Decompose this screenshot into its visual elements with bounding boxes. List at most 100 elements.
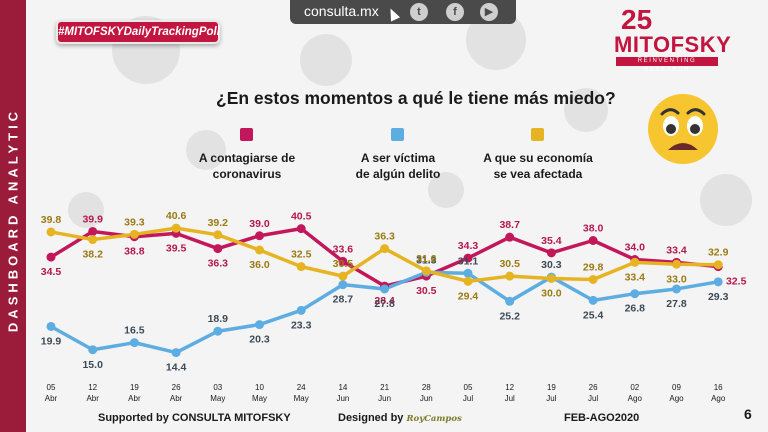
data-point bbox=[463, 276, 473, 286]
data-point bbox=[588, 236, 598, 245]
x-tick-month: Jul bbox=[546, 394, 556, 403]
data-point bbox=[46, 252, 56, 262]
data-point bbox=[129, 229, 139, 239]
footer-supported: Supported by CONSULTA MITOFSKY bbox=[98, 412, 291, 424]
x-tick-month: Jul bbox=[588, 394, 598, 403]
x-tick-month: Jul bbox=[505, 394, 515, 403]
data-label: 23.3 bbox=[291, 319, 312, 331]
data-point bbox=[213, 326, 223, 336]
x-tick-month: Jun bbox=[420, 394, 433, 403]
data-point bbox=[338, 280, 348, 290]
x-tick-day: 16 bbox=[714, 383, 723, 392]
data-point bbox=[421, 266, 431, 276]
data-label: 32.9 bbox=[708, 247, 729, 259]
sidebar: DASHBOARD ANALYTIC bbox=[0, 0, 26, 432]
twitter-icon[interactable]: t bbox=[410, 3, 428, 21]
data-point bbox=[88, 345, 98, 355]
facebook-icon[interactable]: f bbox=[446, 3, 464, 21]
legend-label-delito: A ser víctima de algún delito bbox=[355, 151, 441, 181]
x-tick-day: 19 bbox=[130, 383, 139, 392]
x-tick-month: May bbox=[210, 394, 225, 403]
youtube-icon[interactable]: ▶ bbox=[480, 3, 498, 21]
data-point bbox=[255, 231, 264, 241]
data-label: 29.8 bbox=[583, 261, 604, 273]
data-label: 29.3 bbox=[708, 291, 729, 303]
data-label: 33.0 bbox=[666, 273, 687, 285]
data-label: 39.2 bbox=[208, 217, 229, 229]
data-label: 38.8 bbox=[124, 246, 145, 258]
x-tick-day: 14 bbox=[338, 383, 347, 392]
data-point bbox=[588, 295, 598, 305]
data-label: 39.3 bbox=[124, 216, 145, 228]
data-label: 34.3 bbox=[458, 240, 479, 252]
data-label: 28.7 bbox=[333, 294, 354, 306]
data-point bbox=[213, 230, 223, 240]
data-point bbox=[713, 260, 723, 270]
logo-number: 25 bbox=[621, 4, 653, 35]
page-number: 6 bbox=[744, 406, 752, 422]
data-point bbox=[255, 245, 264, 255]
legend-swatch-economia bbox=[531, 128, 544, 141]
data-point bbox=[588, 274, 598, 284]
data-label: 14.4 bbox=[166, 362, 187, 374]
designer-signature: RoyCampos bbox=[406, 414, 462, 424]
data-label: 30.3 bbox=[541, 259, 562, 271]
data-label: 25.4 bbox=[583, 309, 604, 321]
data-label: 15.0 bbox=[82, 359, 103, 371]
data-label: 30.5 bbox=[416, 285, 437, 297]
x-tick-day: 21 bbox=[380, 383, 389, 392]
data-label: 33.6 bbox=[333, 243, 354, 255]
data-label: 32.5 bbox=[726, 276, 747, 288]
x-tick-month: Jun bbox=[336, 394, 349, 403]
data-label: 16.5 bbox=[124, 325, 145, 337]
data-point bbox=[546, 248, 556, 258]
data-label: 39.9 bbox=[82, 213, 103, 225]
data-label: 40.5 bbox=[291, 211, 312, 223]
footer-designed: Designed by RoyCampos bbox=[338, 412, 462, 424]
data-point bbox=[88, 226, 98, 236]
worried-face-icon bbox=[648, 94, 718, 164]
data-label: 18.9 bbox=[208, 313, 229, 325]
data-point bbox=[46, 227, 56, 237]
data-label: 36.3 bbox=[374, 231, 395, 243]
data-label: 29.4 bbox=[458, 290, 479, 302]
data-label: 26.8 bbox=[625, 303, 646, 315]
data-point bbox=[338, 256, 348, 266]
data-point bbox=[171, 348, 181, 358]
x-tick-month: Ago bbox=[711, 394, 726, 403]
data-point bbox=[380, 244, 390, 254]
data-point bbox=[171, 223, 181, 233]
data-label: 27.8 bbox=[374, 298, 395, 310]
data-point bbox=[338, 271, 348, 281]
data-point bbox=[296, 262, 306, 272]
data-point bbox=[463, 253, 473, 263]
data-point bbox=[213, 244, 223, 254]
x-tick-month: Abr bbox=[45, 394, 58, 403]
data-point bbox=[296, 224, 306, 234]
x-tick-month: Abr bbox=[170, 394, 183, 403]
data-point bbox=[713, 277, 723, 287]
data-label: 27.8 bbox=[666, 298, 687, 310]
data-point bbox=[505, 296, 515, 306]
x-tick-month: Abr bbox=[128, 394, 141, 403]
data-label: 33.4 bbox=[666, 244, 687, 256]
data-label: 32.5 bbox=[291, 249, 312, 261]
site-link[interactable]: consulta.mx bbox=[304, 3, 379, 19]
hashtag-badge: #MITOFSKYDailyTrackingPoll bbox=[56, 20, 220, 44]
data-label: 28.4 bbox=[374, 295, 395, 307]
x-tick-month: May bbox=[294, 394, 309, 403]
data-label: 40.6 bbox=[166, 210, 187, 222]
x-tick-day: 24 bbox=[297, 383, 306, 392]
x-tick-month: Ago bbox=[669, 394, 684, 403]
x-tick-day: 28 bbox=[422, 383, 431, 392]
data-label: 30.5 bbox=[499, 258, 520, 270]
data-label: 39.5 bbox=[166, 242, 187, 254]
footer-period: FEB-AGO2020 bbox=[564, 412, 640, 424]
virus-background bbox=[68, 10, 752, 228]
data-label: 31.3 bbox=[416, 254, 437, 266]
x-tick-day: 03 bbox=[213, 383, 222, 392]
legend-swatch-delito bbox=[391, 128, 404, 141]
x-tick-day: 09 bbox=[672, 383, 681, 392]
data-point bbox=[46, 321, 56, 331]
